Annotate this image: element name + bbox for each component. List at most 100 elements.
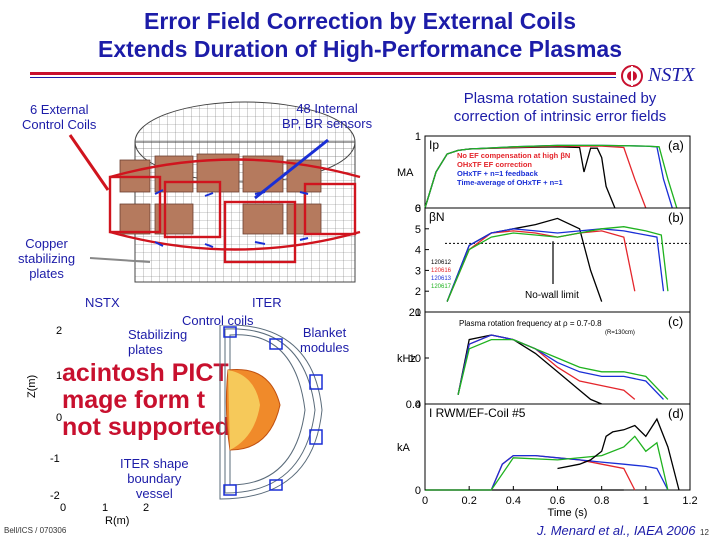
right-heading-line-2: correction of intrinsic error fields [453,108,667,125]
series-line-betaN-2 [446,228,665,302]
ytick-label-Ip-0: 1 [415,131,421,143]
overlay-line-3: not supported [62,413,231,441]
series-line-betaN-1 [446,230,636,302]
label-stabilizing-line-2: plates [128,342,163,357]
arrow-to-external-coil [68,134,110,191]
ytick-label-betaN-5: 1 [415,307,421,319]
ytick-minus-2: -2 [50,490,60,502]
label-blanket-modules: Blanket modules [300,325,349,355]
title-underline [30,72,616,75]
series-line-coil_current-4 [557,417,680,491]
label-copper-line-3: plates [29,266,64,281]
label-iter: ITER [252,295,282,310]
label-blanket-line-1: Blanket [302,325,347,340]
panel-tag-rotation: (c) [668,314,683,329]
label-iter-shape-line-2: boundary [127,471,182,486]
panel-ylabel-Ip: Ip [429,138,439,152]
iter-shells [219,324,323,500]
label-control-coils: Control coils [182,313,254,328]
xtick-label-6: 1.2 [682,495,697,507]
citation: J. Menard et al., IAEA 2006 [537,523,696,538]
ytick-1: 1 [56,370,63,382]
ylabel-zm: Z(m) [26,374,38,398]
label-nstx: NSTX [85,295,120,310]
external-coils [108,158,361,264]
legend-entry-2: OHxTF + n=1 feedback [457,169,539,178]
arrow-to-copper-plate [89,257,151,263]
overlay-line-2: mage form t [62,386,206,414]
panel-note-rotation: (R=130cm) [605,330,635,336]
shot-label-0: 120612 [431,260,452,266]
nstx-logo-text: NSTX [648,64,695,86]
left-figure-arrows [68,134,329,263]
xtick-1: 1 [102,502,109,514]
label-external-coils: 6 External Control Coils [22,102,96,132]
xtick-2: 2 [143,502,150,514]
xtick-label-0: 0 [422,495,428,507]
label-iter-shape-line-1: ITER shape [120,456,189,471]
label-external-coils-line-1: 6 External [29,102,89,117]
arrow-to-internal-sensor [254,138,329,200]
iter-cross-section [200,324,335,500]
ytick-0: 0 [56,412,63,424]
xtick-label-4: 0.8 [594,495,609,507]
panel-frame-Ip [424,135,691,209]
xtick-label-2: 0.4 [506,495,521,507]
ytick-label-rotation-2: 0 [415,399,421,411]
label-copper-line-1: Copper [25,236,68,251]
label-external-coils-line-2: Control Coils [22,117,97,132]
xtick-label-1: 0.2 [462,495,477,507]
label-iter-shape-line-3: vessel [135,486,173,501]
annotation-betaN: No-wall limit [525,290,579,301]
unit-coil_current: kA [397,442,411,454]
label-copper-plates: Copper stabilizing plates [18,236,75,281]
legend-entry-0: No EF compensation at high βN [457,151,570,160]
page-number: 12 [700,528,709,537]
shot-label-2: 120613 [431,276,452,282]
title-underline-thin [30,77,616,78]
ytick-label-betaN-1: 5 [415,224,421,236]
legend-entry-1: OHxTF EF correction [457,160,532,169]
panel-frame-coil_current [424,403,691,491]
label-copper-line-2: stabilizing [18,251,76,266]
panel-ylabel-coil_current: I RWM/EF-Coil #5 [429,406,526,420]
xtick-label-5: 1 [643,495,649,507]
series-line-coil_current-3 [425,435,669,491]
panel-ylabel-betaN: βN [429,210,445,224]
label-blanket-line-2: modules [300,340,350,355]
right-heading: Plasma rotation sustained by correction … [410,90,710,126]
series-line-Ip-3 [424,144,678,209]
ytick-label-betaN-0: 6 [415,203,421,215]
ytick-label-betaN-2: 4 [415,245,421,257]
unsupported-image-overlay: acintosh PICT mage form t not supported [62,360,230,441]
label-internal-sensors-line-1: 48 Internal [296,101,358,116]
ytick-label-coil_current-1: 0 [415,485,421,497]
slide-title-line-2: Extends Duration of High-Performance Pla… [97,36,622,62]
xtick-label-3: 0.6 [550,495,565,507]
chart-xlabel: Time (s) [548,507,588,519]
label-stabilizing-line-1: Stabilizing [128,327,188,342]
ytick-label-Ip-1: 0 [415,203,421,215]
ytick-minus-1: -1 [50,453,60,465]
panel-tag-Ip: (a) [668,138,684,153]
unit-Ip: MA [397,167,414,179]
xlabel-rm: R(m) [105,515,130,527]
ytick-2: 2 [56,325,63,337]
series-line-rotation-0 [457,334,602,405]
xtick-0: 0 [60,502,67,514]
slide-title-line-1: Error Field Correction by External Coils [144,8,576,34]
overlay-line-1: acintosh PICT [62,359,229,387]
label-internal-sensors-line-2: BP, BR sensors [282,116,373,131]
legend-entry-3: Time-average of OHxTF + n=1 [457,178,563,187]
iter-coils [223,326,323,496]
ytick-label-coil_current-0: 0.4 [406,399,421,411]
series-line-rotation-2 [457,334,664,400]
ytick-label-betaN-4: 2 [415,286,421,298]
series-line-betaN-3 [446,226,669,302]
nstx-logo-icon [620,64,644,88]
footer-left: Bell/ICS / 070306 [4,526,67,535]
label-iter-shape: ITER shape boundary vessel [120,456,189,501]
panel-frame-betaN [424,207,691,313]
ytick-label-rotation-0: 20 [409,307,421,319]
